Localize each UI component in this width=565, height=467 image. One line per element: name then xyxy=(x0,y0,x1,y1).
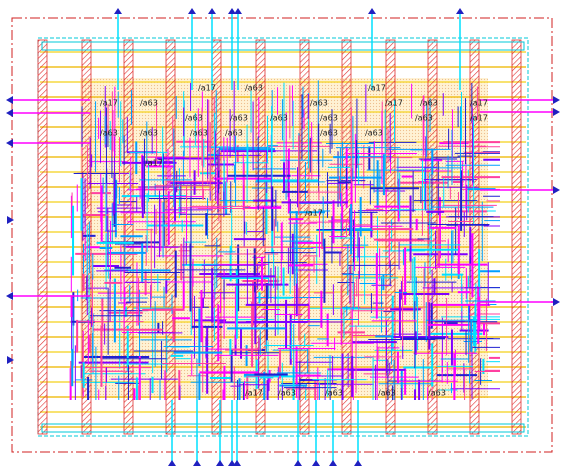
cell-label: /a63 xyxy=(225,129,243,138)
pin xyxy=(354,460,362,466)
ring xyxy=(42,42,524,50)
cell-label: /a63 xyxy=(270,114,288,123)
pin xyxy=(7,356,14,364)
pin xyxy=(553,108,560,116)
cell-label: /a17 xyxy=(245,389,263,398)
pin xyxy=(168,460,176,466)
power-strap xyxy=(512,40,521,434)
cell-label: /a17 xyxy=(470,99,488,108)
pin xyxy=(7,216,14,224)
cell-label: /a63 xyxy=(320,114,338,123)
pin xyxy=(553,298,560,306)
pin xyxy=(6,96,13,104)
pin xyxy=(553,186,560,194)
pin xyxy=(6,109,13,117)
cell-label: /a63 xyxy=(140,99,158,108)
cell-label: /a63 xyxy=(428,389,446,398)
power-strap xyxy=(38,40,47,434)
pin xyxy=(114,8,122,14)
cell-label: /a17 xyxy=(385,99,403,108)
pin xyxy=(193,460,201,466)
pin xyxy=(233,460,241,466)
cell-label: /a63 xyxy=(278,389,296,398)
pin xyxy=(553,96,560,104)
cell-label: /a63 xyxy=(100,129,118,138)
cell-label: /a63 xyxy=(320,129,338,138)
cell-label: /a63 xyxy=(325,389,343,398)
cell-label: /a17 xyxy=(198,84,216,93)
cell-label: /a63 xyxy=(420,99,438,108)
pin xyxy=(234,8,242,14)
pin xyxy=(456,8,464,14)
cell-label: /a17 xyxy=(470,114,488,123)
cell-label: /a63 xyxy=(415,114,433,123)
pin xyxy=(6,292,13,300)
pin xyxy=(312,460,320,466)
power-strap xyxy=(166,40,175,434)
pin xyxy=(208,8,216,14)
cell-label: /a63 xyxy=(245,84,263,93)
pin xyxy=(216,460,224,466)
cell-label: /a17 xyxy=(145,159,163,168)
cell-label: /a63 xyxy=(310,99,328,108)
cell-label: /a17 xyxy=(305,209,323,218)
pin xyxy=(329,460,337,466)
cell-label: /a63 xyxy=(190,129,208,138)
cell-label: /a17 xyxy=(100,99,118,108)
cell-label: /a63 xyxy=(378,389,396,398)
ring xyxy=(42,424,524,432)
pin xyxy=(6,139,13,147)
layout-view: /a17/a63/a17/a17/a63/a63/a17/a63/a17/a63… xyxy=(0,0,565,467)
pin xyxy=(294,460,302,466)
cell-label: /a63 xyxy=(140,129,158,138)
cell-label: /a63 xyxy=(230,114,248,123)
pin xyxy=(368,8,376,14)
pin xyxy=(188,8,196,14)
cell-label: /a63 xyxy=(185,114,203,123)
cell-label: /a63 xyxy=(365,129,383,138)
cell-label: /a17 xyxy=(368,84,386,93)
